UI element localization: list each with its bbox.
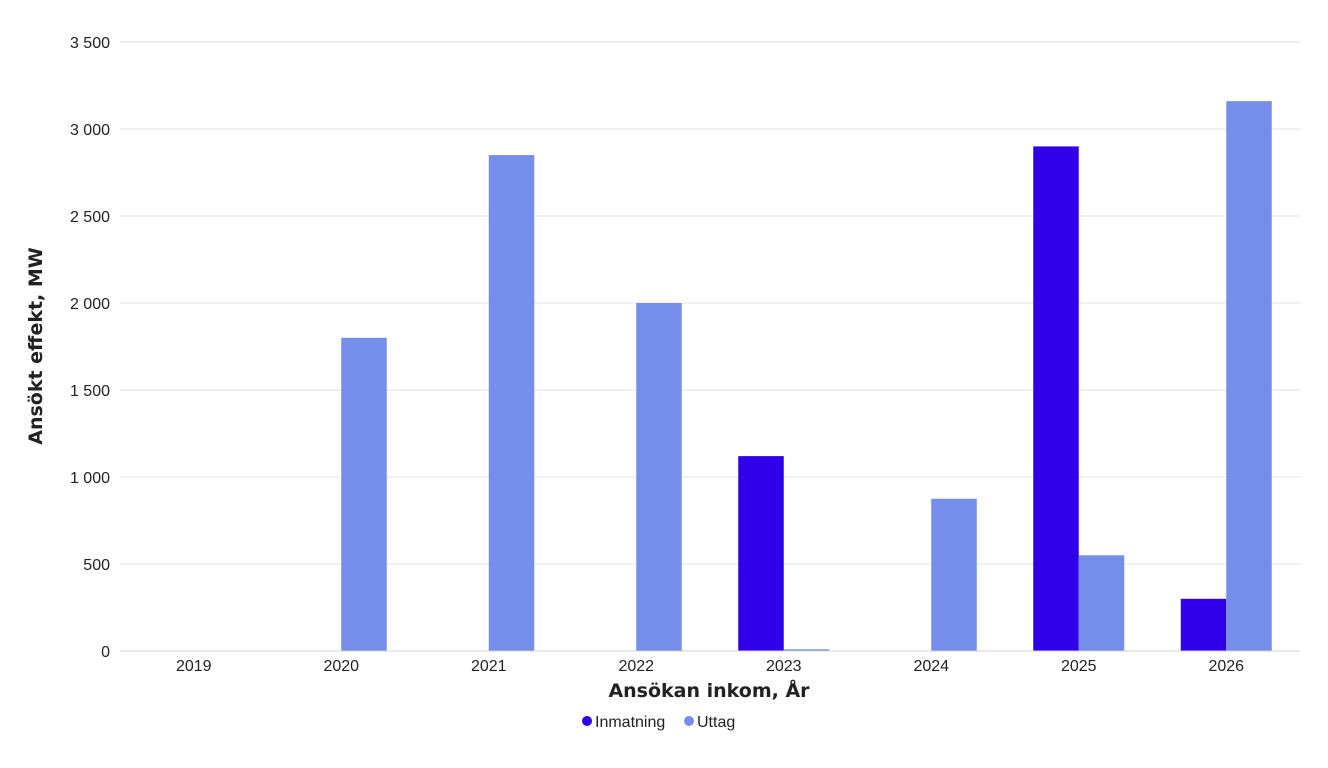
y-tick-label: 3 000 bbox=[70, 122, 110, 139]
x-tick-label: 2023 bbox=[766, 658, 802, 675]
legend-marker-inmatning bbox=[582, 716, 592, 726]
y-tick-label: 2 500 bbox=[70, 209, 110, 226]
x-tick-label: 2025 bbox=[1061, 658, 1097, 675]
x-tick-label: 2021 bbox=[471, 658, 507, 675]
y-tick-label: 1 000 bbox=[70, 470, 110, 487]
x-axis-title: Ansökan inkom, År bbox=[608, 678, 810, 702]
y-tick-label: 2 000 bbox=[70, 296, 110, 313]
legend-label-inmatning: Inmatning bbox=[595, 714, 665, 731]
x-tick-label: 2019 bbox=[176, 658, 212, 675]
bar-inmatning-2023 bbox=[738, 456, 784, 651]
legend: Inmatning Uttag bbox=[582, 714, 735, 731]
y-tick-label: 0 bbox=[101, 644, 110, 661]
x-tick-label: 2020 bbox=[323, 658, 359, 675]
y-tick-label: 3 500 bbox=[70, 35, 110, 52]
bar-uttag-2022 bbox=[636, 303, 682, 651]
legend-marker-uttag bbox=[684, 716, 694, 726]
axes: 0 500 1 000 1 500 2 000 2 500 3 000 3 500 2019 20… bbox=[70, 35, 1300, 675]
x-tick-label: 2022 bbox=[618, 658, 654, 675]
bar-uttag-2026 bbox=[1226, 101, 1272, 651]
legend-label-uttag: Uttag bbox=[697, 714, 735, 731]
bar-uttag-2020 bbox=[341, 337, 387, 651]
x-tick-label: 2026 bbox=[1208, 658, 1244, 675]
bar-uttag-2021 bbox=[488, 155, 535, 651]
bar-uttag-2023 bbox=[783, 649, 830, 651]
bar-inmatning-2026 bbox=[1180, 598, 1227, 651]
x-tick-label: 2024 bbox=[913, 658, 949, 675]
y-tick-label: 500 bbox=[83, 557, 110, 574]
bars bbox=[341, 101, 1272, 651]
y-tick-label: 1 500 bbox=[70, 383, 110, 400]
gridlines bbox=[120, 41, 1300, 652]
y-axis-title: Ansökt effekt, MW bbox=[25, 247, 47, 445]
bar-uttag-2024 bbox=[931, 498, 977, 651]
bar-uttag-2025 bbox=[1078, 555, 1125, 651]
bar-inmatning-2025 bbox=[1033, 146, 1079, 651]
